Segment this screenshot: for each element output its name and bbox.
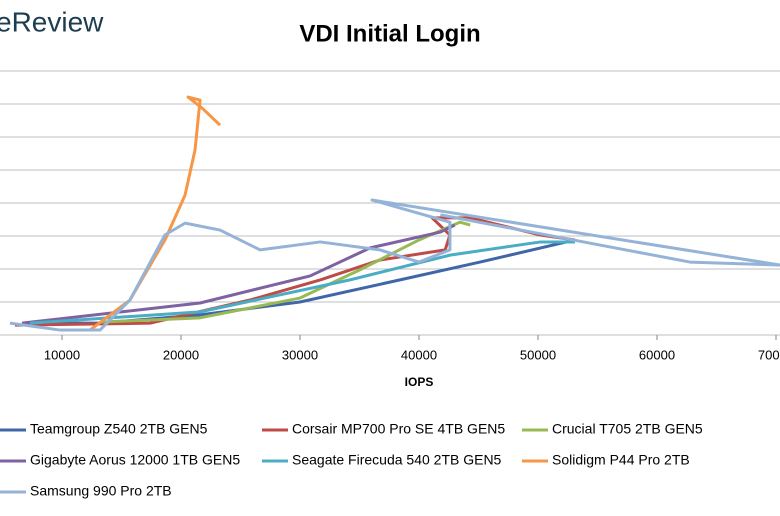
series-line xyxy=(89,95,222,332)
legend-label: Solidigm P44 Pro 2TB xyxy=(552,452,690,468)
x-axis-label: IOPS xyxy=(405,375,434,389)
x-tick-label: 70000 xyxy=(758,347,780,362)
chart-title: VDI Initial Login xyxy=(299,20,480,47)
x-tick-label: 30000 xyxy=(282,347,318,362)
legend-label: Corsair MP700 Pro SE 4TB GEN5 xyxy=(292,421,505,437)
series-line xyxy=(21,223,456,325)
legend-label: Samsung 990 Pro 2TB xyxy=(30,483,172,499)
legend-label: Seagate Firecuda 540 2TB GEN5 xyxy=(292,452,502,468)
series-line xyxy=(22,238,576,325)
x-tick-label: 50000 xyxy=(520,347,556,362)
x-tick-label: 10000 xyxy=(44,347,80,362)
legend-label: Teamgroup Z540 2TB GEN5 xyxy=(30,421,208,437)
legend-label: Gigabyte Aorus 12000 1TB GEN5 xyxy=(30,452,240,468)
x-tick-label: 60000 xyxy=(639,347,675,362)
x-tick-label: 20000 xyxy=(163,347,199,362)
legend-label: Crucial T705 2TB GEN5 xyxy=(552,421,703,437)
series-line xyxy=(29,240,576,325)
x-tick-label: 40000 xyxy=(401,347,437,362)
series-line xyxy=(14,216,576,327)
logo: eReview xyxy=(0,6,104,37)
series-line xyxy=(99,220,471,324)
series-line xyxy=(9,198,780,332)
